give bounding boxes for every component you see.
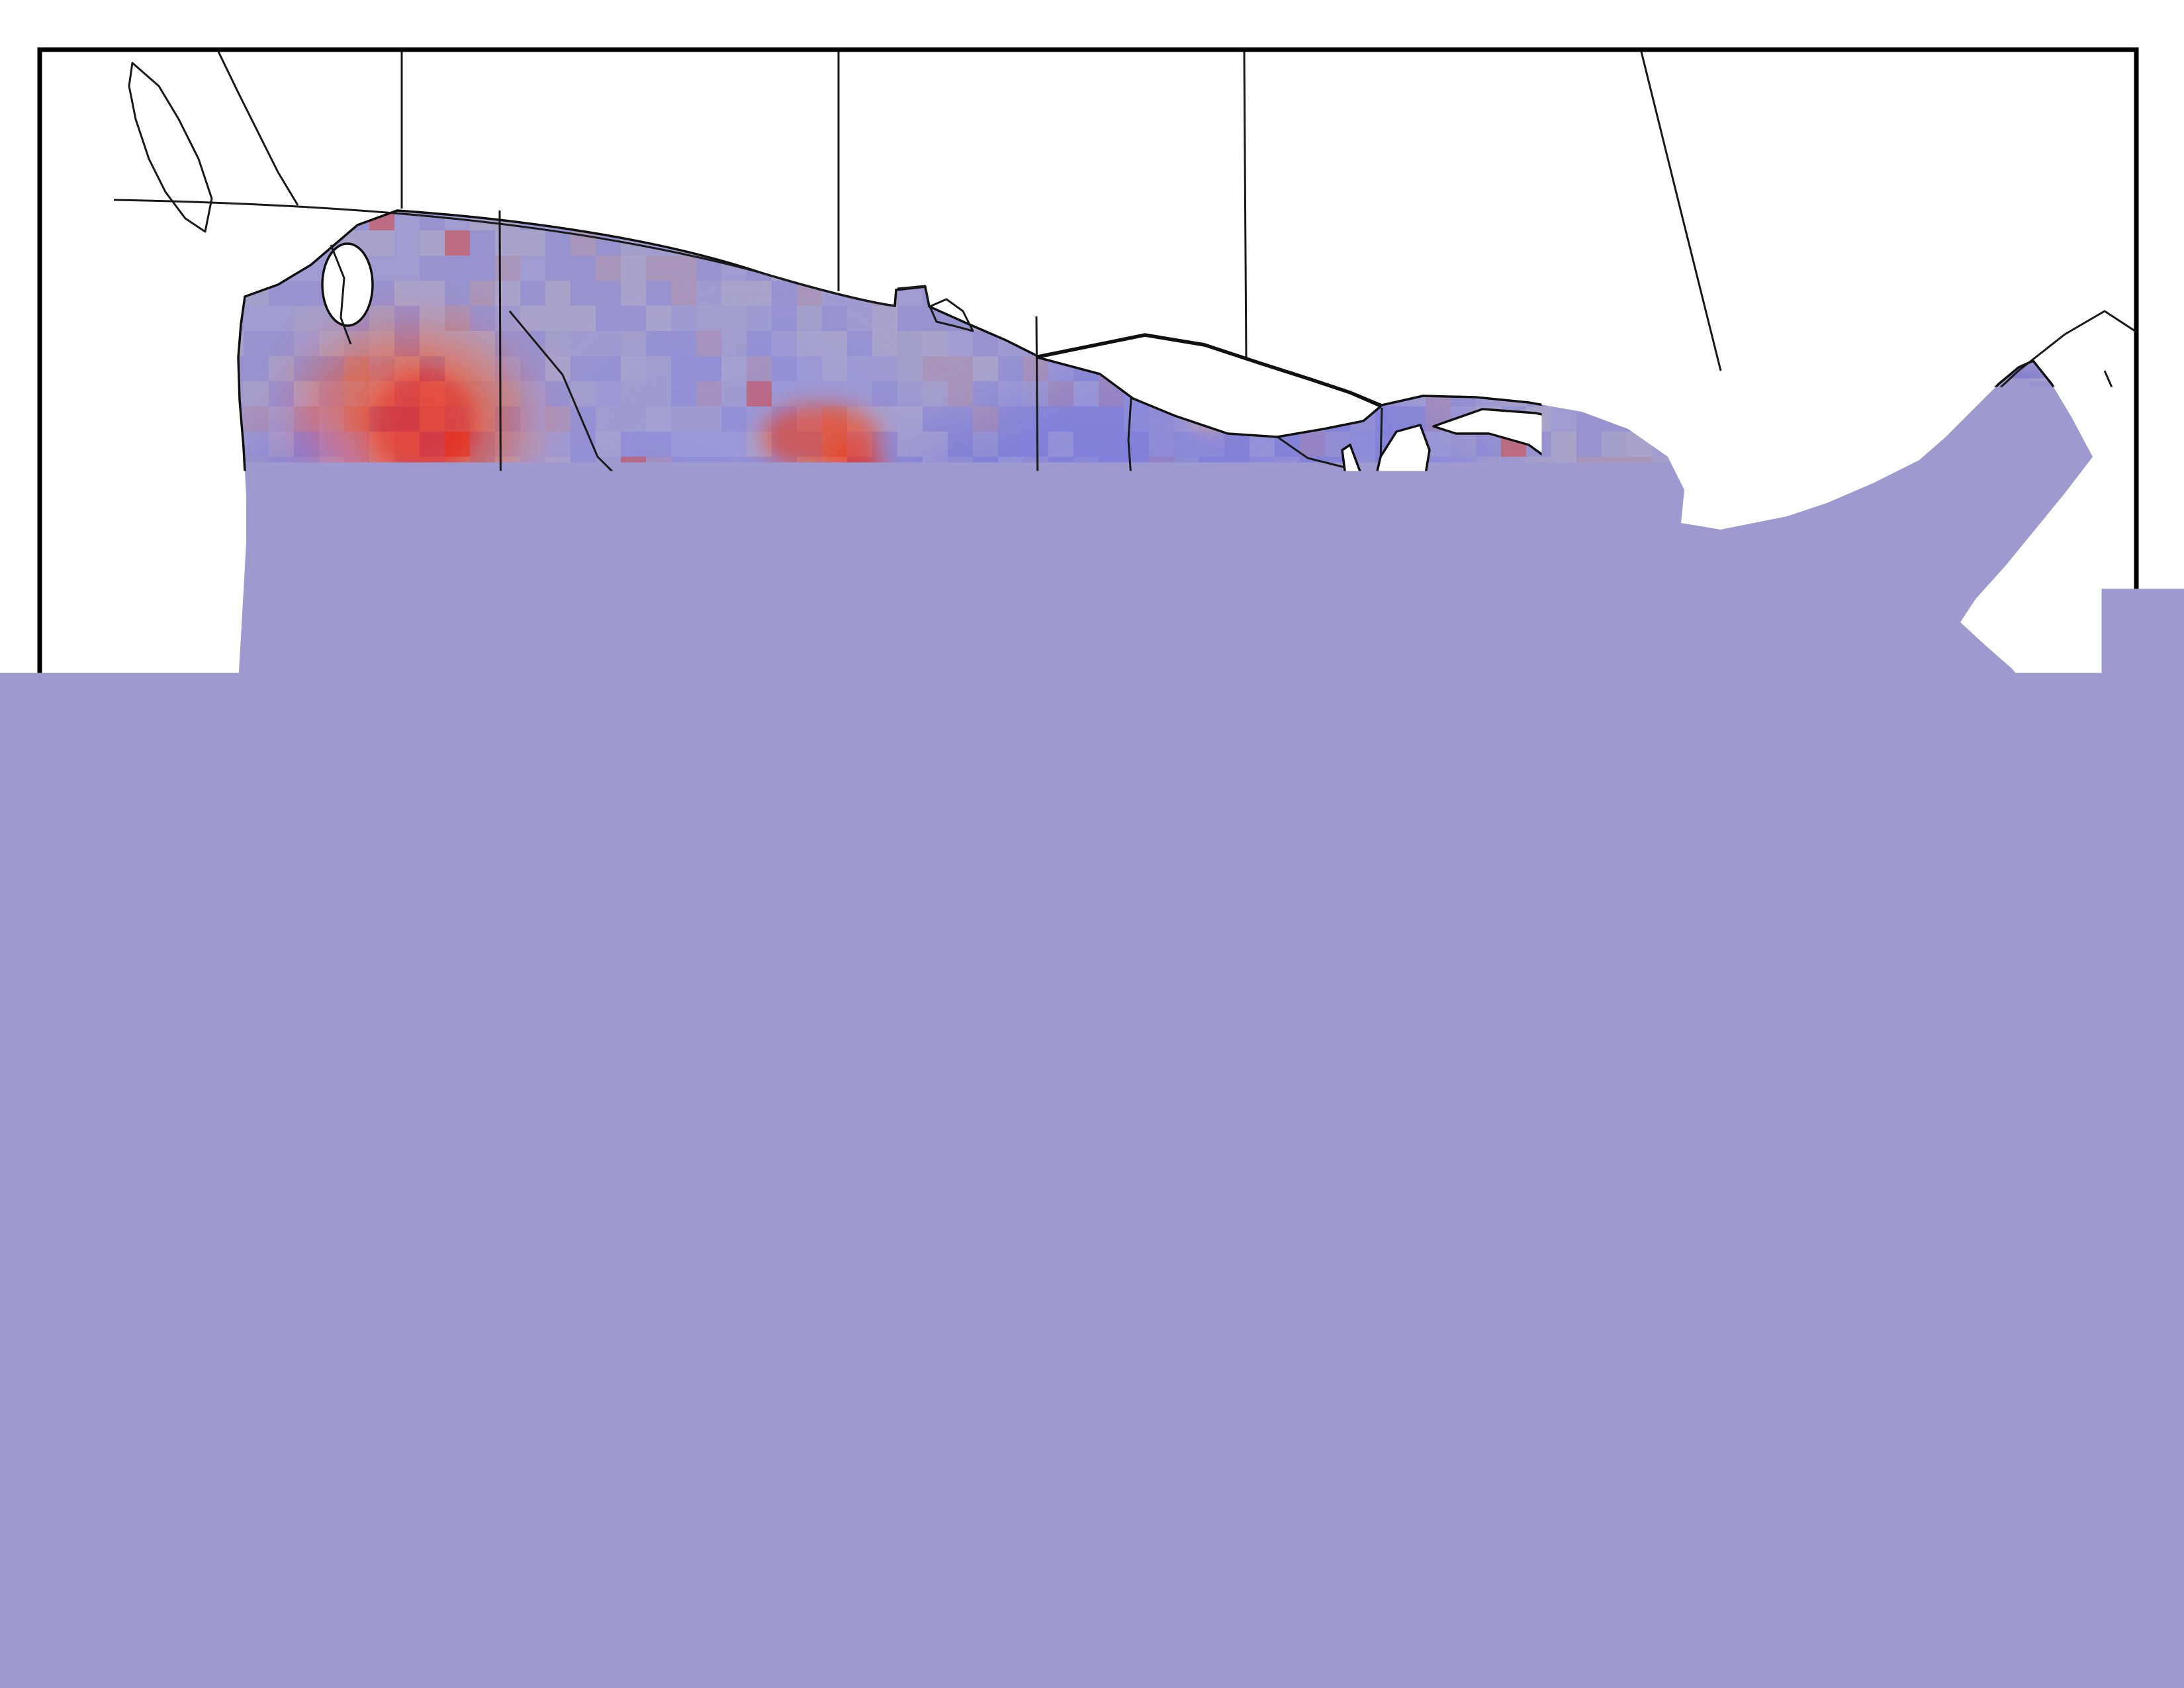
legend-colorbar: [1894, 810, 1935, 1491]
legend-tick-label: 90: [1975, 1401, 2016, 1444]
legend-tick-label: 60: [1975, 1197, 2016, 1240]
legend-tick-label: 70: [1975, 1265, 2016, 1308]
legend-tick-label: >100: [1975, 1470, 2058, 1513]
legend-tick-mark: [1940, 1148, 1962, 1152]
us-deposition-map: [0, 0, 2184, 1688]
legend-tick-label: 30: [1975, 992, 2016, 1035]
legend-tick-mark: [1940, 1284, 1962, 1289]
figure-canvas: Dry S (Pct of Total) 0 10 20 30 40 50 60 70 80 90…: [0, 0, 2184, 1688]
agency-date-caption: USEPA 04/03/23: [1757, 1587, 2079, 1630]
legend-tick-mark: [1940, 808, 1962, 812]
legend-tick-mark: [1940, 1216, 1962, 1221]
puget-sound: [322, 244, 373, 326]
long-island: [1885, 778, 1980, 805]
legend-tick-label: 40: [1975, 1060, 2016, 1103]
legend-tick-mark: [1940, 1489, 1962, 1493]
legend-tick-mark: [1940, 1421, 1962, 1425]
legend-tick-label: 80: [1975, 1333, 2016, 1376]
legend-subtitle: (Pct of Total): [1889, 706, 2085, 746]
legend-tick-mark: [1940, 943, 1962, 948]
legend-title: Dry S: [1899, 626, 2048, 693]
legend-tick-label: 10: [1975, 856, 2016, 899]
source-caption: Source: v2022.2, data: CASTNET/CMAQ/NADP: [99, 1587, 1021, 1630]
legend-tick-mark: [1940, 1352, 1962, 1357]
legend-tick-mark: [1940, 875, 1962, 880]
map-caption: Pct of total S as dry deposition 2008: [1110, 1523, 2079, 1572]
legend-tick-label: 20: [1975, 924, 2016, 967]
legend-tick-label: 0: [1975, 788, 1995, 831]
legend-tick-mark: [1940, 1011, 1962, 1016]
legend-tick-mark: [1940, 1080, 1962, 1084]
lake-st-clair: [1581, 583, 1598, 600]
legend-tick-label: 50: [1975, 1129, 2016, 1172]
